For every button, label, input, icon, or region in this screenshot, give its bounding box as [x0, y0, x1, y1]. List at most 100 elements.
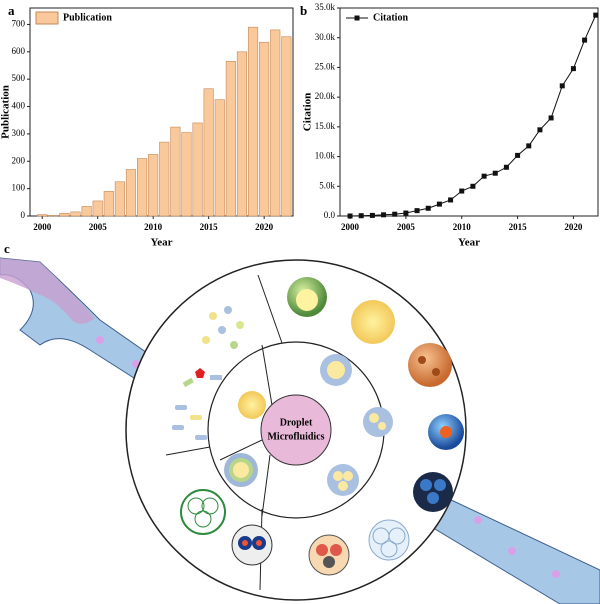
x-axis-title: Year	[458, 237, 480, 249]
droplet	[508, 547, 516, 555]
x-tick-label: 2005	[89, 222, 108, 232]
plot-frame	[339, 7, 599, 217]
center-label: Droplet	[280, 417, 313, 428]
y-axis-title: Publication	[0, 85, 12, 139]
legend-marker	[354, 15, 360, 21]
bar	[70, 211, 81, 217]
panel-label: a	[8, 3, 15, 18]
divider	[257, 274, 283, 344]
marker	[526, 143, 532, 149]
marker	[492, 170, 498, 176]
marker	[369, 212, 375, 218]
legend-label: Publication	[63, 12, 112, 23]
bar	[214, 99, 225, 217]
bar	[37, 214, 48, 217]
bar	[114, 181, 125, 217]
divider	[261, 344, 273, 406]
center	[260, 394, 332, 466]
y-tick-label: 30.0k	[315, 32, 336, 42]
bar	[170, 126, 181, 217]
marker	[381, 212, 387, 218]
x-tick-label: 2015	[200, 222, 219, 232]
bar	[247, 26, 259, 217]
x-tick-label: 2020	[564, 222, 583, 232]
bar	[125, 169, 137, 217]
x-tick-label: 2010	[144, 222, 163, 232]
bar	[281, 36, 292, 217]
marker	[481, 173, 487, 179]
marker	[459, 188, 465, 194]
bar	[192, 122, 203, 217]
bar	[259, 41, 270, 217]
y-tick-label: 100	[12, 183, 26, 193]
bar	[236, 51, 248, 217]
bar	[225, 61, 236, 217]
marker	[448, 197, 454, 203]
y-tick-label: 400	[12, 101, 26, 111]
bar	[181, 132, 192, 217]
bar	[103, 191, 114, 217]
marker	[436, 201, 442, 207]
marker	[537, 127, 543, 133]
divider	[165, 446, 211, 456]
marker	[582, 37, 588, 43]
bar	[137, 158, 148, 217]
marker	[570, 66, 576, 72]
marker	[515, 152, 521, 158]
marker	[403, 210, 409, 216]
y-tick-label: 20.0k	[315, 91, 336, 101]
bar	[159, 141, 170, 217]
legend-swatch	[35, 11, 59, 25]
legend-label: Citation	[373, 12, 408, 23]
marker	[425, 205, 431, 211]
center-label: Microfluidics	[267, 431, 324, 442]
marker	[470, 183, 476, 189]
x-tick-label: 2000	[341, 222, 360, 232]
marker	[347, 213, 353, 219]
x-tick-label: 2020	[255, 222, 274, 232]
marker	[548, 115, 554, 121]
bar	[148, 154, 159, 217]
marker	[392, 211, 398, 217]
droplet	[474, 516, 482, 524]
x-tick-label: 2015	[509, 222, 528, 232]
y-tick-label: 5.0k	[319, 180, 335, 190]
divider	[219, 439, 263, 461]
y-tick-label: 300	[12, 128, 26, 138]
droplet	[552, 570, 560, 578]
divider	[261, 454, 271, 517]
panel-label: c	[4, 241, 10, 256]
droplet	[96, 336, 104, 344]
y-tick-label: 500	[12, 73, 26, 83]
x-tick-label: 2005	[397, 222, 416, 232]
diagram: c Droplet Microfluidics	[0, 241, 600, 604]
y-axis-title: Citation	[302, 93, 314, 132]
marker	[414, 208, 420, 214]
y-tick-label: 35.0k	[315, 2, 336, 12]
y-tick-label: 25.0k	[315, 61, 336, 71]
x-tick-label: 2010	[453, 222, 472, 232]
y-tick-label: 10.0k	[315, 151, 336, 161]
bar	[203, 88, 214, 217]
bar	[81, 206, 92, 217]
marker	[593, 12, 599, 18]
y-tick-label: 600	[12, 46, 26, 56]
panel-label: b	[300, 3, 307, 18]
y-tick-label: 0	[21, 210, 26, 220]
droplet-icon	[238, 391, 266, 419]
x-axis-title: Year	[151, 237, 173, 249]
channel-flow	[0, 258, 95, 324]
bar	[92, 200, 103, 217]
marker	[503, 164, 509, 170]
y-tick-label: 200	[12, 155, 26, 165]
y-tick-label: 0.0	[324, 210, 336, 220]
marker	[358, 213, 364, 219]
y-tick-label: 15.0k	[315, 121, 336, 131]
x-tick-label: 2000	[33, 222, 52, 232]
charts: a 0 100 200 300 400 500 600 700 2000 2005 2010 2015 2…	[0, 2, 599, 249]
bar	[59, 212, 70, 217]
marker	[559, 83, 565, 89]
y-tick-label: 700	[12, 18, 26, 28]
bar	[48, 215, 59, 217]
